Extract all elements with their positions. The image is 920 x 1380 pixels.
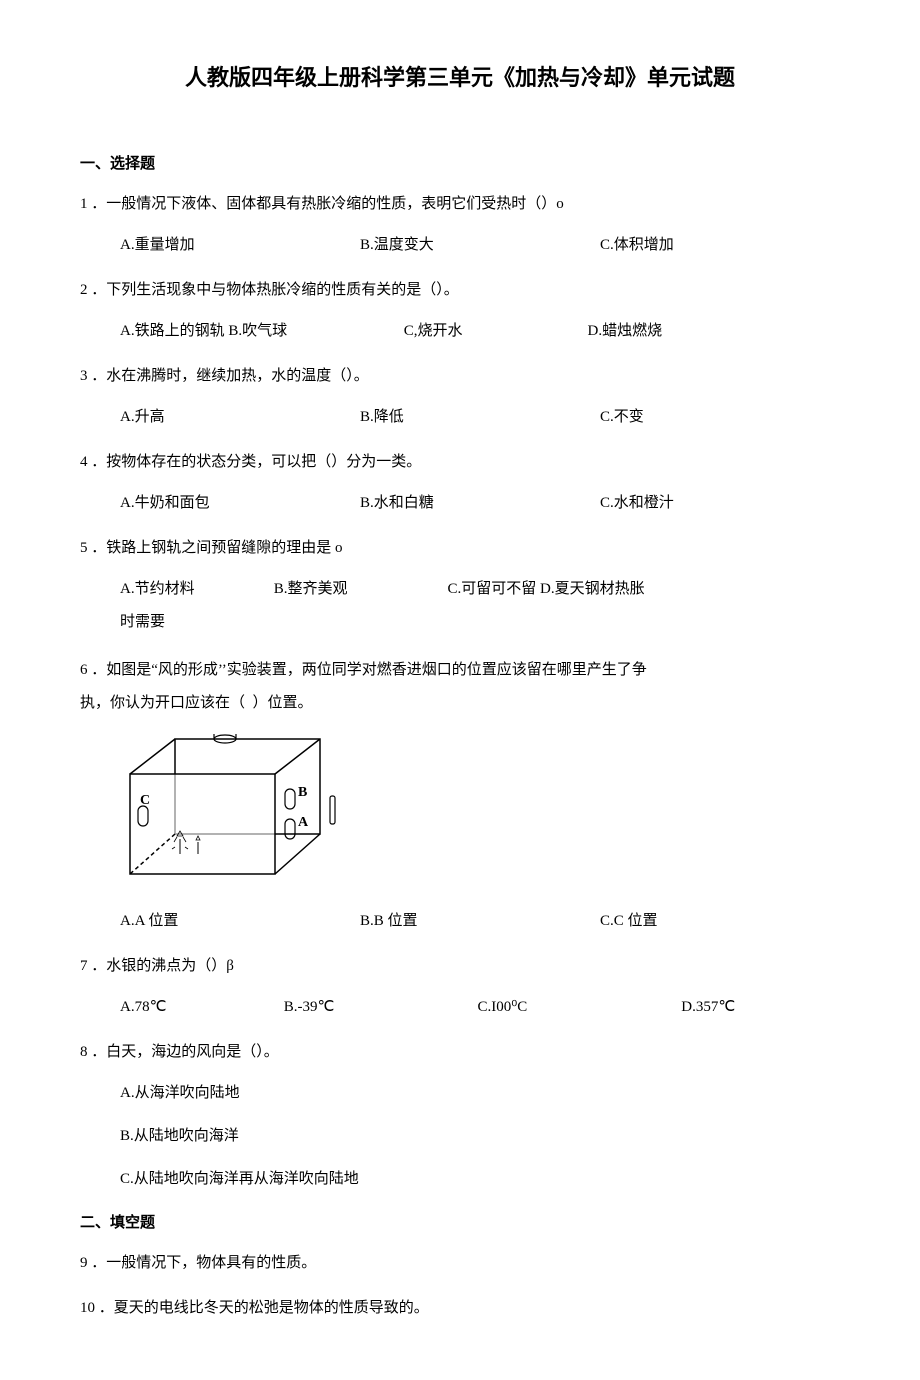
q4-opt-a: A.牛奶和面包 bbox=[120, 490, 360, 517]
q7-body: ．水银的沸点为（）β bbox=[91, 958, 234, 974]
q2-opt-ab: A.铁路上的钢轨 B.吹气球 bbox=[120, 318, 400, 345]
q6-num: 6 bbox=[80, 662, 88, 678]
q8-body: ．白天，海边的风向是（）。 bbox=[91, 1044, 279, 1060]
page-title: 人教版四年级上册科学第三单元《加热与冷却》单元试题 bbox=[80, 60, 840, 92]
q1-opt-c: C.体积增加 bbox=[600, 232, 840, 259]
question-8: 8 ．白天，海边的风向是（）。 A.从海洋吹向陆地 B.从陆地吹向海洋 C.从陆… bbox=[80, 1039, 840, 1193]
q4-opt-b: B.水和白糖 bbox=[360, 490, 600, 517]
q8-num: 8 bbox=[80, 1044, 88, 1060]
question-5-text: 5 ．铁路上钢轨之间预留缝隙的理由是 o bbox=[80, 535, 840, 562]
question-9-text: 9 ．一般情况下，物体具有的性质。 bbox=[80, 1250, 840, 1277]
question-6-text: 6 ．如图是“风的形成’’实验装置，两位同学对燃香进烟口的位置应该留在哪里产生了… bbox=[80, 654, 840, 720]
question-6: 6 ．如图是“风的形成’’实验装置，两位同学对燃香进烟口的位置应该留在哪里产生了… bbox=[80, 654, 840, 935]
question-4: 4 ．按物体存在的状态分类，可以把（）分为一类。 A.牛奶和面包 B.水和白糖 … bbox=[80, 449, 840, 517]
q4-opt-c: C.水和橙汁 bbox=[600, 490, 840, 517]
q2-body: ．下列生活现象中与物体热胀冷缩的性质有关的是（）。 bbox=[91, 282, 459, 298]
diagram-label-c: C bbox=[140, 793, 150, 808]
question-8-text: 8 ．白天，海边的风向是（）。 bbox=[80, 1039, 840, 1066]
q7-opt-a: A.78℃ bbox=[120, 994, 280, 1021]
section-1-header: 一、选择题 bbox=[80, 152, 840, 173]
wind-box-diagram: B A C bbox=[120, 734, 350, 884]
question-10: 10 ．夏天的电线比冬天的松弛是物体的性质导致的。 bbox=[80, 1295, 840, 1322]
question-1-text: 1 ．一般情况下液体、固体都具有热胀冷缩的性质，表明它们受热时（）o bbox=[80, 191, 840, 218]
q7-options: A.78℃ B.-39℃ C.I00⁰C D.357℃ bbox=[80, 994, 840, 1021]
q4-options: A.牛奶和面包 B.水和白糖 C.水和橙汁 bbox=[80, 490, 840, 517]
q9-num: 9 bbox=[80, 1255, 88, 1271]
q7-opt-b: B.-39℃ bbox=[284, 994, 474, 1021]
question-3-text: 3 ．水在沸腾时，继续加热，水的温度（）。 bbox=[80, 363, 840, 390]
q9-body: ．一般情况下，物体具有的性质。 bbox=[91, 1255, 316, 1271]
q2-num: 2 bbox=[80, 282, 88, 298]
diagram-label-a: A bbox=[298, 815, 309, 830]
question-10-text: 10 ．夏天的电线比冬天的松弛是物体的性质导致的。 bbox=[80, 1295, 840, 1322]
question-3: 3 ．水在沸腾时，继续加热，水的温度（）。 A.升高 B.降低 C.不变 bbox=[80, 363, 840, 431]
q2-opt-c: C,烧开水 bbox=[404, 318, 584, 345]
q8-opt-a: A.从海洋吹向陆地 bbox=[120, 1080, 840, 1107]
question-5: 5 ．铁路上钢轨之间预留缝隙的理由是 o A.节约材料 B.整齐美观 C.可留可… bbox=[80, 535, 840, 636]
section-2-header: 二、填空题 bbox=[80, 1211, 840, 1232]
q5-opt-cd: C.可留可不留 D.夏天钢材热胀 bbox=[448, 576, 645, 603]
q5-options: A.节约材料 B.整齐美观 C.可留可不留 D.夏天钢材热胀 时需要 bbox=[80, 576, 840, 636]
q8-options: A.从海洋吹向陆地 B.从陆地吹向海洋 C.从陆地吹向海洋再从海洋吹向陆地 bbox=[80, 1080, 840, 1193]
q1-options: A.重量增加 B.温度变大 C.体积增加 bbox=[80, 232, 840, 259]
q1-num: 1 bbox=[80, 196, 88, 212]
q2-opt-d: D.蜡烛燃烧 bbox=[588, 318, 663, 345]
question-7-text: 7 ．水银的沸点为（）β bbox=[80, 953, 840, 980]
q3-opt-c: C.不变 bbox=[600, 404, 840, 431]
q4-num: 4 bbox=[80, 454, 88, 470]
q5-opt-a: A.节约材料 bbox=[120, 576, 270, 603]
q7-opt-d: D.357℃ bbox=[681, 994, 735, 1021]
q6-body1: ．如图是“风的形成’’实验装置，两位同学对燃香进烟口的位置应该留在哪里产生了争 bbox=[91, 662, 647, 678]
q7-opt-c: C.I00⁰C bbox=[478, 994, 678, 1021]
q7-num: 7 bbox=[80, 958, 88, 974]
question-9: 9 ．一般情况下，物体具有的性质。 bbox=[80, 1250, 840, 1277]
q6-diagram: B A C bbox=[120, 734, 840, 894]
question-4-text: 4 ．按物体存在的状态分类，可以把（）分为一类。 bbox=[80, 449, 840, 476]
q1-body: ．一般情况下液体、固体都具有热胀冷缩的性质，表明它们受热时（）o bbox=[91, 196, 564, 212]
q5-body: ．铁路上钢轨之间预留缝隙的理由是 o bbox=[91, 540, 342, 556]
q3-options: A.升高 B.降低 C.不变 bbox=[80, 404, 840, 431]
q3-num: 3 bbox=[80, 368, 88, 384]
q3-opt-a: A.升高 bbox=[120, 404, 360, 431]
q4-body: ．按物体存在的状态分类，可以把（）分为一类。 bbox=[91, 454, 421, 470]
q5-num: 5 bbox=[80, 540, 88, 556]
question-7: 7 ．水银的沸点为（）β A.78℃ B.-39℃ C.I00⁰C D.357℃ bbox=[80, 953, 840, 1021]
q6-body2: 执，你认为开口应该在（ ）位置。 bbox=[80, 695, 313, 711]
q8-opt-c: C.从陆地吹向海洋再从海洋吹向陆地 bbox=[120, 1166, 840, 1193]
q3-body: ．水在沸腾时，继续加热，水的温度（）。 bbox=[91, 368, 369, 384]
question-1: 1 ．一般情况下液体、固体都具有热胀冷缩的性质，表明它们受热时（）o A.重量增… bbox=[80, 191, 840, 259]
diagram-label-b: B bbox=[298, 785, 307, 800]
q1-opt-a: A.重量增加 bbox=[120, 232, 360, 259]
q5-opt-cont: 时需要 bbox=[120, 609, 840, 636]
q6-opt-c: C.C 位置 bbox=[600, 908, 840, 935]
q10-body: ．夏天的电线比冬天的松弛是物体的性质导致的。 bbox=[99, 1300, 429, 1316]
q2-options: A.铁路上的钢轨 B.吹气球 C,烧开水 D.蜡烛燃烧 bbox=[80, 318, 840, 345]
q8-opt-b: B.从陆地吹向海洋 bbox=[120, 1123, 840, 1150]
q6-opt-b: B.B 位置 bbox=[360, 908, 600, 935]
question-2: 2 ．下列生活现象中与物体热胀冷缩的性质有关的是（）。 A.铁路上的钢轨 B.吹… bbox=[80, 277, 840, 345]
q3-opt-b: B.降低 bbox=[360, 404, 600, 431]
q5-opt-b: B.整齐美观 bbox=[274, 576, 444, 603]
question-2-text: 2 ．下列生活现象中与物体热胀冷缩的性质有关的是（）。 bbox=[80, 277, 840, 304]
q6-opt-a: A.A 位置 bbox=[120, 908, 360, 935]
q1-opt-b: B.温度变大 bbox=[360, 232, 600, 259]
q6-options: A.A 位置 B.B 位置 C.C 位置 bbox=[80, 908, 840, 935]
q10-num: 10 bbox=[80, 1300, 95, 1316]
